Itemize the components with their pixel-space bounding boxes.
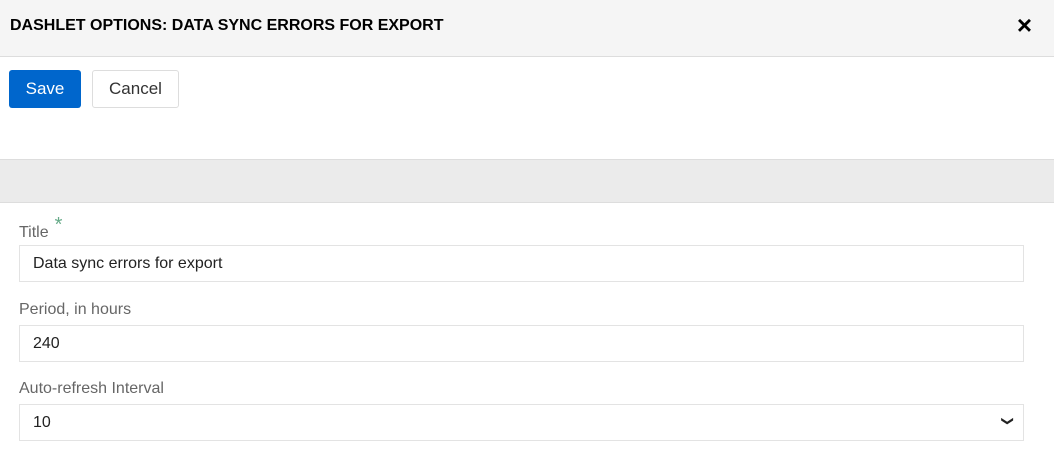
refresh-label: Auto-refresh Interval bbox=[19, 380, 164, 397]
title-label-text: Title bbox=[19, 224, 49, 241]
chevron-down-icon: ❯ bbox=[1000, 415, 1015, 427]
required-icon: * bbox=[54, 214, 63, 236]
dialog-header: DASHLET OPTIONS: DATA SYNC ERRORS FOR EX… bbox=[0, 0, 1054, 57]
section-bar bbox=[0, 159, 1054, 203]
refresh-value: 10 bbox=[33, 413, 51, 431]
period-input[interactable]: 240 bbox=[19, 325, 1024, 362]
cancel-button[interactable]: Cancel bbox=[92, 70, 179, 108]
title-label: Title * bbox=[19, 214, 62, 243]
dialog-title: DASHLET OPTIONS: DATA SYNC ERRORS FOR EX… bbox=[10, 17, 444, 34]
refresh-select[interactable]: 10 ❯ bbox=[19, 404, 1024, 441]
title-input[interactable]: Data sync errors for export bbox=[19, 245, 1024, 282]
save-button[interactable]: Save bbox=[9, 70, 81, 108]
close-icon[interactable]: × bbox=[1016, 10, 1032, 40]
period-label: Period, in hours bbox=[19, 301, 132, 318]
